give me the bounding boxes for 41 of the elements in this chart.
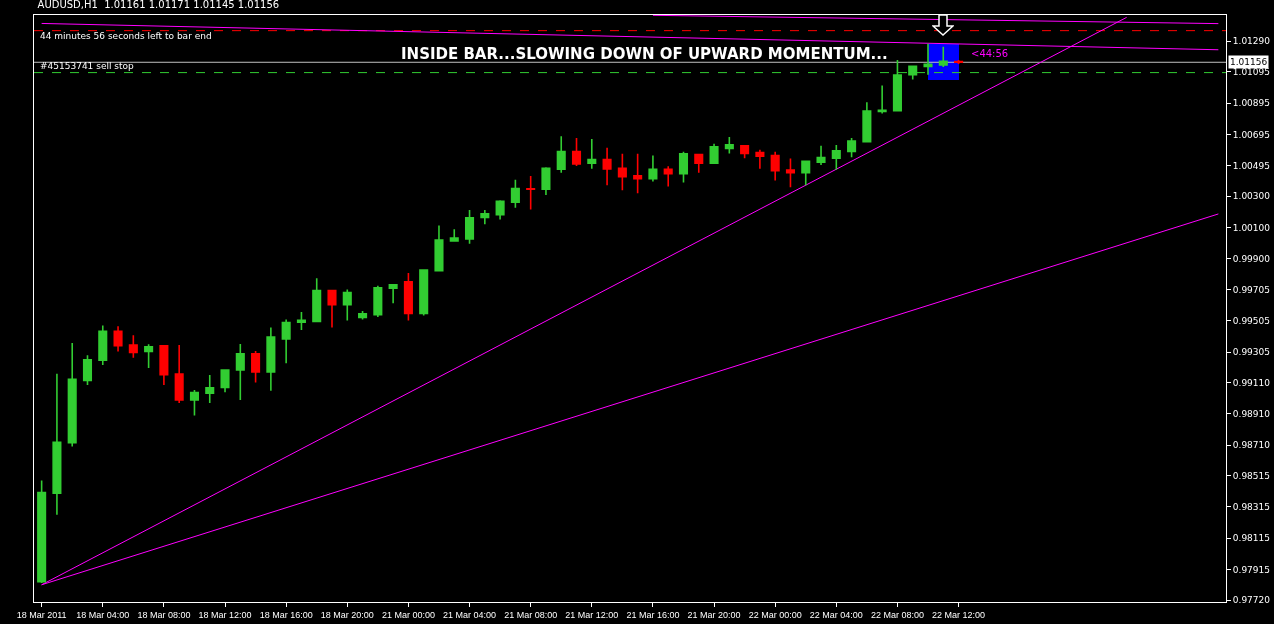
x-tick-label: 22 Mar 00:00 xyxy=(748,609,802,620)
y-tick-label: 0.99900 xyxy=(1232,254,1271,265)
y-tick-label: 1.01095 xyxy=(1232,66,1271,77)
y-tick-label: 0.98115 xyxy=(1232,533,1271,544)
x-tick-label: 18 Mar 20:00 xyxy=(320,609,374,620)
x-tick-label: 21 Mar 04:00 xyxy=(443,609,497,620)
chart-title: AUDUSD,H1 1.01161 1.01171 1.01145 1.01156 xyxy=(37,0,280,11)
y-tick-label: 1.00100 xyxy=(1232,222,1271,233)
x-tick-label: 18 Mar 08:00 xyxy=(137,609,191,620)
x-tick-label: 22 Mar 12:00 xyxy=(932,609,986,620)
x-tick-label: 21 Mar 12:00 xyxy=(565,609,619,620)
annotation: 44 minutes 56 seconds left to bar end xyxy=(40,31,212,41)
y-tick-label: 0.98910 xyxy=(1232,409,1271,419)
x-tick-label: 22 Mar 04:00 xyxy=(809,609,863,620)
x-tick-label: 18 Mar 12:00 xyxy=(198,609,252,620)
x-tick-label: 21 Mar 16:00 xyxy=(626,609,680,620)
y-tick-label: 0.99505 xyxy=(1232,315,1271,326)
x-tick-label: 21 Mar 08:00 xyxy=(504,609,558,620)
y-tick-label: 0.98315 xyxy=(1232,502,1271,513)
x-tick-label: 22 Mar 08:00 xyxy=(870,609,924,620)
x-tick-label: 21 Mar 00:00 xyxy=(381,609,435,620)
y-tick-label: 0.99110 xyxy=(1232,377,1271,388)
y-tick-label: 0.97915 xyxy=(1232,564,1271,575)
y-tick-label: 0.97720 xyxy=(1232,595,1271,606)
annotation: <44:56 xyxy=(971,48,1009,59)
x-tick-label: 18 Mar 2011 xyxy=(16,609,67,620)
x-tick-label: 18 Mar 16:00 xyxy=(259,609,313,620)
ref-line-label: #45153741 sell stop xyxy=(40,61,135,71)
y-tick-label: 0.99705 xyxy=(1232,284,1271,295)
x-tick-label: 18 Mar 04:00 xyxy=(76,609,130,620)
y-tick-label: 0.98515 xyxy=(1232,470,1271,481)
y-tick-label: 0.98710 xyxy=(1232,440,1271,451)
y-tick-label: 1.00300 xyxy=(1232,191,1271,202)
y-tick-label: 0.99305 xyxy=(1232,347,1271,358)
y-tick-label: 1.00695 xyxy=(1232,129,1271,140)
y-tick-label: 1.00495 xyxy=(1232,160,1271,171)
x-tick-label: 21 Mar 20:00 xyxy=(687,609,741,620)
annotation: INSIDE BAR...SLOWING DOWN OF UPWARD MOMENTUM... xyxy=(401,45,888,63)
y-tick-label: 1.01290 xyxy=(1232,36,1271,47)
ref-line-label: 1.01156 xyxy=(1230,57,1268,67)
y-tick-label: 1.00895 xyxy=(1232,98,1271,109)
